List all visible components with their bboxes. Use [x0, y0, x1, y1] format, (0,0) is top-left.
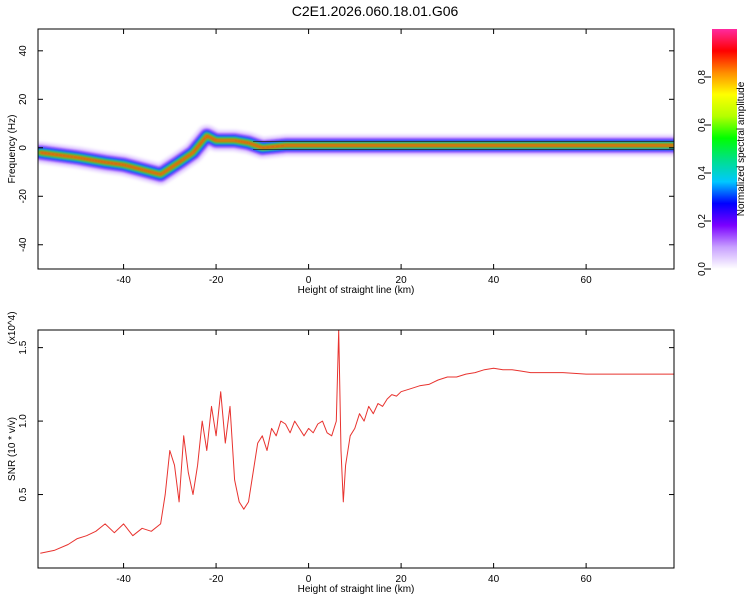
snr-x-label: Height of straight line (km) — [298, 584, 415, 595]
snr-y-multiplier: (x10^4) — [7, 311, 18, 344]
colorbar-ticks: 0.0 0.2 0.4 0.6 0.8 — [697, 70, 711, 276]
snr-x-tick-label: 0 — [306, 574, 312, 585]
spectrogram-y-tick-label: 20 — [18, 93, 29, 105]
spectrogram-x-tick-label: 60 — [581, 275, 593, 286]
snr-y-tick-label: 1.0 — [18, 414, 29, 428]
spectrogram-x-label: Height of straight line (km) — [298, 285, 415, 296]
spectrogram-x-tick-label: 20 — [396, 275, 408, 286]
spectrogram-y-label: Frequency (Hz) — [7, 115, 18, 184]
spectrogram-x-tick-label: 40 — [488, 275, 500, 286]
spectrogram-ridge-core — [39, 134, 674, 176]
spectrogram-x-tick-label: -40 — [116, 275, 131, 286]
snr-y-label: SNR (10 * v/v) — [7, 417, 18, 481]
colorbar-tick-label: 0.8 — [697, 70, 708, 84]
spectrogram-heatmap — [38, 124, 674, 186]
spectrogram-y-tick-label: 0 — [18, 145, 29, 151]
snr-y-ticks: 0.5 1.0 1.5 — [18, 340, 674, 501]
spectrogram-y-tick-label: -40 — [18, 237, 29, 252]
colorbar-tick-label: 0.4 — [697, 166, 708, 180]
snr-plot-area — [40, 330, 674, 554]
figure-title: C2E1.2026.060.18.01.G06 — [292, 3, 459, 19]
spectrogram-y-tick-label: -20 — [18, 189, 29, 204]
snr-x-tick-label: -20 — [209, 574, 224, 585]
colorbar: 0.0 0.2 0.4 0.6 0.8 Normalized spectral ampl… — [697, 29, 747, 276]
spectrogram-y-ticks: -40 -20 0 20 40 — [18, 45, 674, 252]
snr-y-tick-label: 0.5 — [18, 487, 29, 501]
snr-x-tick-label: 40 — [488, 574, 500, 585]
spectrogram-frame — [37, 28, 675, 270]
colorbar-label: Normalized spectral amplitude — [736, 81, 747, 216]
snr-y-tick-label: 1.5 — [18, 340, 29, 354]
snr-x-tick-label: 60 — [581, 574, 593, 585]
colorbar-scale — [712, 29, 737, 269]
colorbar-tick-label: 0.6 — [697, 118, 708, 132]
snr-x-tick-label: 20 — [396, 574, 408, 585]
snr-x-tick-label: -40 — [116, 574, 131, 585]
snr-series-line — [40, 330, 674, 554]
spectrogram-x-tick-label: 0 — [306, 275, 312, 286]
snr-x-ticks: -40 -20 0 20 40 60 — [116, 330, 592, 585]
snr-panel: -40 -20 0 20 40 60 0.5 1.0 1.5 Height of straig… — [7, 311, 675, 595]
colorbar-tick-label: 0.2 — [697, 214, 708, 228]
spectrogram-x-tick-label: -20 — [209, 275, 224, 286]
snr-frame — [37, 329, 675, 569]
spectrogram-y-tick-label: 40 — [18, 45, 29, 57]
colorbar-tick-label: 0.0 — [697, 262, 708, 276]
spectrogram-panel: -40 -20 0 20 40 60 -40 -20 0 20 40 Height of stra… — [7, 28, 675, 296]
spectrogram-x-ticks: -40 -20 0 20 40 60 — [116, 29, 592, 286]
